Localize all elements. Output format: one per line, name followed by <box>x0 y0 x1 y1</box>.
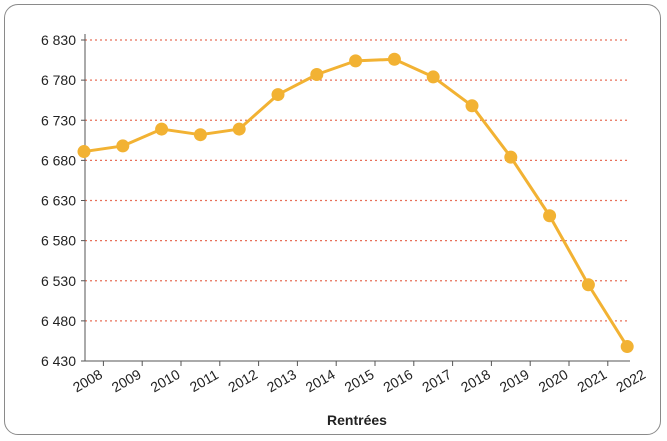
data-point <box>620 340 634 354</box>
data-point <box>77 145 91 159</box>
y-tick-label: 6 530 <box>41 273 76 289</box>
x-tick-label: 2018 <box>458 366 493 396</box>
data-point <box>349 54 363 68</box>
x-tick-label: 2019 <box>497 366 532 396</box>
data-point <box>193 128 207 142</box>
data-point <box>271 88 285 102</box>
y-tick-label: 6 580 <box>41 233 76 249</box>
y-tick-label: 6 730 <box>41 112 76 128</box>
data-point <box>232 122 246 136</box>
y-tick-label: 6 630 <box>41 193 76 209</box>
data-point <box>155 122 169 136</box>
x-tick-label: 2021 <box>574 366 609 396</box>
x-tick-labels: 2008 2009 2010 2011 2012 2013 2014 2015 2016 2017… <box>70 366 648 396</box>
x-tick-label: 2016 <box>380 366 415 396</box>
series-line <box>83 57 629 348</box>
x-tick-label: 2022 <box>613 366 648 396</box>
x-tick-label: 2015 <box>342 366 377 396</box>
x-tick-label: 2009 <box>109 366 144 396</box>
data-point <box>310 68 324 82</box>
series-group <box>77 52 634 354</box>
y-tick-label: 6 430 <box>41 353 76 369</box>
x-tick-label: 2013 <box>264 366 299 396</box>
data-point <box>543 209 557 223</box>
x-tick-label: 2010 <box>148 366 183 396</box>
x-tick-label: 2014 <box>303 366 338 396</box>
data-point <box>465 99 479 113</box>
x-tick-label: 2008 <box>70 366 105 396</box>
y-tick-label: 6 780 <box>41 72 76 88</box>
x-tick-label: 2020 <box>536 366 571 396</box>
data-point <box>581 278 595 292</box>
axes <box>81 34 630 366</box>
x-tick-label: 2011 <box>187 366 221 395</box>
x-tick-label: 2012 <box>225 366 260 396</box>
data-point <box>426 70 440 84</box>
y-tick-label: 6 480 <box>41 313 76 329</box>
y-tick-label: 6 830 <box>41 32 76 48</box>
data-point <box>116 139 130 153</box>
data-point <box>387 52 401 66</box>
y-tick-label: 6 680 <box>41 152 76 168</box>
data-point <box>504 150 518 164</box>
x-tick-label: 2017 <box>419 366 454 396</box>
x-axis-label: Rentrées <box>327 412 387 428</box>
grid-lines <box>85 39 630 322</box>
y-tick-labels: 6 430 6 480 6 530 6 580 6 630 6 680 6 730 6 780… <box>41 32 76 369</box>
